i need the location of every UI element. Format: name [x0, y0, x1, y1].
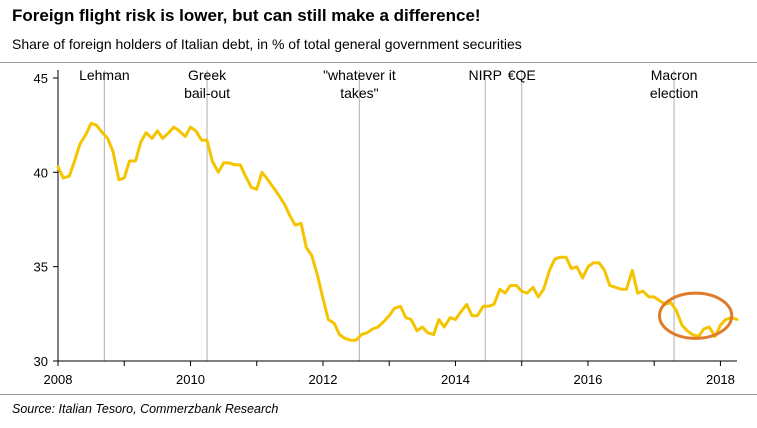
series-lines	[56, 121, 739, 342]
x-tick-label: 2014	[441, 372, 470, 387]
x-tick-label: 2012	[309, 372, 338, 387]
highlight-circle	[657, 291, 734, 340]
x-tick-label: 2010	[176, 372, 205, 387]
x-tick-label: 2008	[44, 372, 73, 387]
chart-title: Foreign flight risk is lower, but can st…	[12, 6, 481, 25]
highlight-ellipse	[657, 291, 734, 340]
event-label: election	[650, 85, 698, 101]
y-tick-label: 40	[34, 165, 48, 180]
event-label: bail-out	[184, 85, 230, 101]
x-tick-label: 2018	[706, 372, 735, 387]
event-label: Greek	[188, 67, 227, 83]
event-lines: Lehman Greek bail-out "whatever it takes" NIR…	[79, 67, 698, 361]
bottom-divider	[0, 394, 757, 395]
event-label: Macron	[651, 67, 698, 83]
x-tick-label: 2016	[573, 372, 602, 387]
event-label: Lehman	[79, 67, 130, 83]
y-tick-label: 45	[34, 71, 48, 86]
event-label: NIRP	[469, 67, 502, 83]
y-tick-label: 30	[34, 354, 48, 369]
series-line	[56, 121, 728, 342]
event-label: €QE	[508, 67, 536, 83]
event-label: takes"	[340, 85, 378, 101]
axes: 30 35 40 45 2008 2010 2012 2014 2016 2018	[34, 70, 737, 387]
chart-subtitle: Share of foreign holders of Italian debt…	[12, 36, 522, 52]
event-label: "whatever it	[323, 67, 396, 83]
top-divider	[0, 62, 757, 63]
y-tick-label: 35	[34, 260, 48, 275]
source-note: Source: Italian Tesoro, Commerzbank Rese…	[12, 402, 279, 416]
